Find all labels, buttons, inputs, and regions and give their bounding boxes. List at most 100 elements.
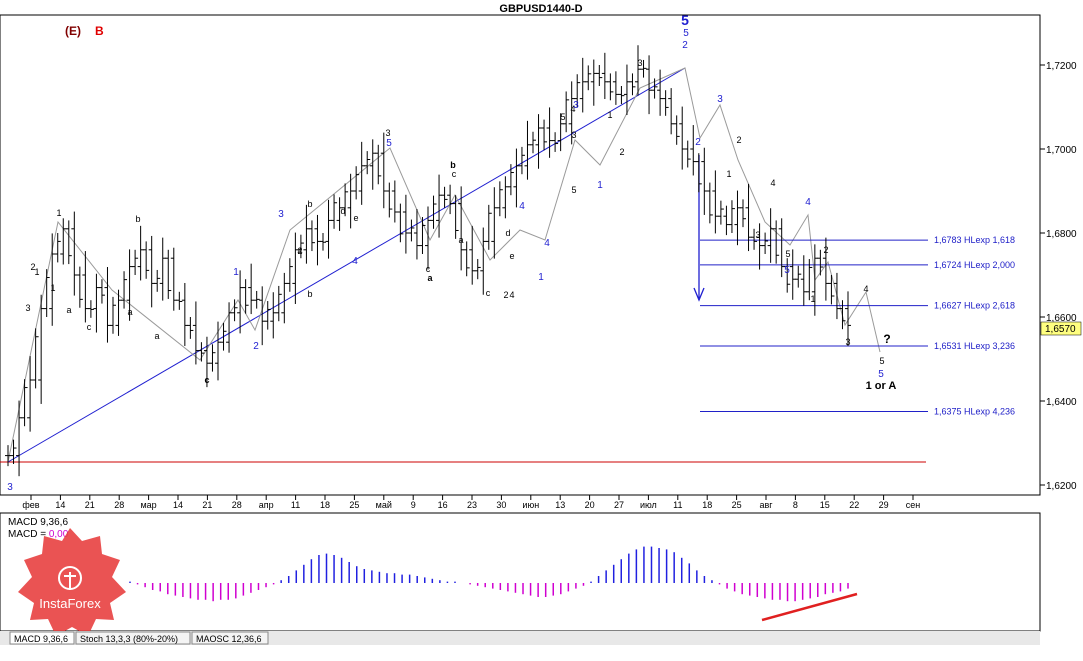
wave-zigzag <box>7 67 881 463</box>
fib-label: 1,6627 HLexp 2,618 <box>934 301 1015 311</box>
wave-label: 1 <box>607 110 612 120</box>
wave-label: 5 <box>879 356 884 366</box>
ohlc-bar <box>651 78 658 99</box>
wave-label: a <box>427 273 433 283</box>
wave-label: 2 <box>297 246 302 256</box>
ohlc-bar <box>668 88 675 135</box>
ohlc-bar <box>270 292 277 339</box>
current-price: 1,6570 <box>1045 324 1076 335</box>
ohlc-bar <box>507 164 514 196</box>
wave-label-blue: 3 <box>573 100 579 111</box>
date-tick: 16 <box>438 500 448 510</box>
date-tick: май <box>376 500 392 510</box>
date-tick: 20 <box>585 500 595 510</box>
wave-label: 3 <box>571 130 576 140</box>
ohlc-bar <box>695 153 702 193</box>
ohlc-bar <box>297 234 304 259</box>
ohlc-bar <box>789 249 796 300</box>
ohlc-bar <box>756 223 763 270</box>
wave-label-blue: 1 <box>538 272 544 283</box>
wave-label: a <box>66 305 71 315</box>
ohlc-bar <box>773 220 780 264</box>
wave-label-blue: 4 <box>544 238 550 249</box>
ohlc-bar <box>557 113 564 152</box>
wave-label: 2 <box>503 290 508 300</box>
date-tick: апр <box>259 500 274 510</box>
ohlc-bar <box>491 187 498 259</box>
wave-label: 1 <box>56 208 61 218</box>
ohlc-bar <box>784 258 791 293</box>
ohlc-bar <box>308 220 315 252</box>
ohlc-bar <box>115 289 122 336</box>
wave-label: 3 <box>25 303 30 313</box>
ohlc-bar <box>16 400 23 477</box>
ohlc-bar <box>380 132 387 209</box>
ohlc-bar <box>574 74 581 107</box>
wave-label: 4 <box>863 284 868 294</box>
ohlc-bar <box>447 184 454 215</box>
ohlc-bar <box>231 299 238 322</box>
wave-label-blue: 4 <box>519 201 525 212</box>
ohlc-bar <box>502 176 509 219</box>
date-tick: 22 <box>849 500 859 510</box>
ohlc-bar <box>684 140 691 168</box>
ohlc-bar <box>391 180 398 223</box>
wave-label: 5 <box>571 185 576 195</box>
ohlc-bar <box>563 91 570 133</box>
watermark-text: InstaForex <box>39 596 101 611</box>
date-tick: 13 <box>555 500 565 510</box>
date-tick: 9 <box>411 500 416 510</box>
macd-value-label: MACD = 0,00 <box>8 529 69 540</box>
ohlc-bar <box>717 200 724 225</box>
ohlc-bar <box>21 379 28 427</box>
svg-text:Stoch 13,3,3 (80%-20%): Stoch 13,3,3 (80%-20%) <box>80 634 178 644</box>
wave-label: 5 <box>560 112 565 122</box>
wave-label: a <box>154 331 159 341</box>
date-tick: 21 <box>202 500 212 510</box>
ohlc-bar <box>839 300 846 330</box>
tab-stoch[interactable] <box>75 631 191 645</box>
wave-label: c <box>426 264 431 274</box>
wave-label-blue: 5 <box>386 138 392 149</box>
ohlc-bar <box>54 233 61 263</box>
ohlc-bar <box>833 272 840 320</box>
wave-label: b <box>307 199 312 209</box>
ohlc-bar <box>629 73 636 96</box>
ohlc-bar <box>425 206 431 270</box>
wave-label-blue: 3 <box>7 482 13 493</box>
ohlc-bar <box>728 200 735 233</box>
wave-label: a <box>127 307 132 317</box>
chart-title: GBPUSD1440-D <box>499 3 582 15</box>
date-tick: 25 <box>349 500 359 510</box>
wave-label: e <box>509 251 514 261</box>
ohlc-bar <box>165 249 172 299</box>
wave-label: b <box>135 214 140 224</box>
ohlc-bar <box>198 342 205 362</box>
wave-label-blue: 5 <box>878 369 884 380</box>
ohlc-bar <box>635 45 641 96</box>
date-tick: июн <box>522 500 539 510</box>
wave-label-blue: 3 <box>717 94 723 105</box>
date-tick: 28 <box>232 500 242 510</box>
ohlc-bar <box>640 59 647 78</box>
ohlc-bar <box>712 170 719 234</box>
ohlc-bar <box>386 182 393 218</box>
tab-macd[interactable] <box>9 631 75 645</box>
ohlc-bar <box>320 233 326 251</box>
ohlc-bar <box>331 194 338 229</box>
date-tick: 25 <box>732 500 742 510</box>
ohlc-bar <box>828 275 835 305</box>
ohlc-bar <box>242 279 249 314</box>
tab-maosc[interactable] <box>191 631 269 645</box>
ohlc-bar <box>121 271 128 309</box>
wave-label: 2 <box>619 147 624 157</box>
ohlc-bar <box>767 208 774 263</box>
ohlc-bar <box>795 265 802 288</box>
macd-histogram <box>129 546 849 602</box>
ohlc-bar <box>496 181 503 217</box>
fib-label: 1,6531 HLexp 3,236 <box>934 341 1015 351</box>
ohlc-bar <box>397 203 404 243</box>
wave-label: 3 <box>385 128 390 138</box>
ohlc-bar <box>10 439 17 464</box>
ohlc-bar <box>723 205 730 236</box>
